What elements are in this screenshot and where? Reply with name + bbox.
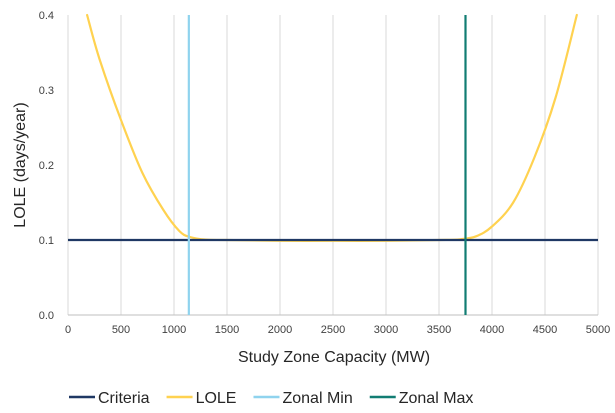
x-tick-label: 1500	[215, 324, 239, 336]
x-tick-label: 0	[65, 324, 71, 336]
x-tick-label: 500	[112, 324, 130, 336]
x-tick-label: 4000	[480, 324, 504, 336]
legend-label-zonal-max: Zonal Max	[399, 390, 474, 407]
y-tick-label: 0.1	[39, 235, 54, 247]
legend-label-criteria: Criteria	[98, 390, 150, 407]
vertical-gridlines	[67, 15, 599, 315]
x-tick-label: 3000	[374, 324, 398, 336]
x-tick-label: 1000	[162, 324, 186, 336]
legend: Criteria LOLE Zonal Min Zonal Max	[69, 390, 473, 407]
legend-label-lole: LOLE	[196, 390, 237, 407]
x-tick-labels: 0 500 1000 1500 2000 2500 3000 3500 4000 4500 5000	[65, 324, 610, 336]
legend-label-zonal-min: Zonal Min	[282, 390, 352, 407]
y-tick-labels: 0.0 0.1 0.2 0.3 0.4	[39, 10, 54, 322]
y-tick-label: 0.3	[39, 85, 54, 97]
series-lines	[68, 13, 598, 315]
y-tick-label: 0.0	[39, 310, 54, 322]
y-tick-label: 0.4	[39, 10, 54, 22]
x-tick-label: 2000	[268, 324, 292, 336]
y-axis-title: LOLE (days/year)	[12, 102, 29, 227]
x-tick-label: 4500	[533, 324, 557, 336]
x-axis-title: Study Zone Capacity (MW)	[238, 349, 430, 366]
y-tick-label: 0.2	[39, 160, 54, 172]
x-tick-label: 3500	[427, 324, 451, 336]
x-tick-label: 2500	[321, 324, 345, 336]
x-tick-label: 5000	[586, 324, 610, 336]
series-line-lole	[86, 13, 578, 242]
